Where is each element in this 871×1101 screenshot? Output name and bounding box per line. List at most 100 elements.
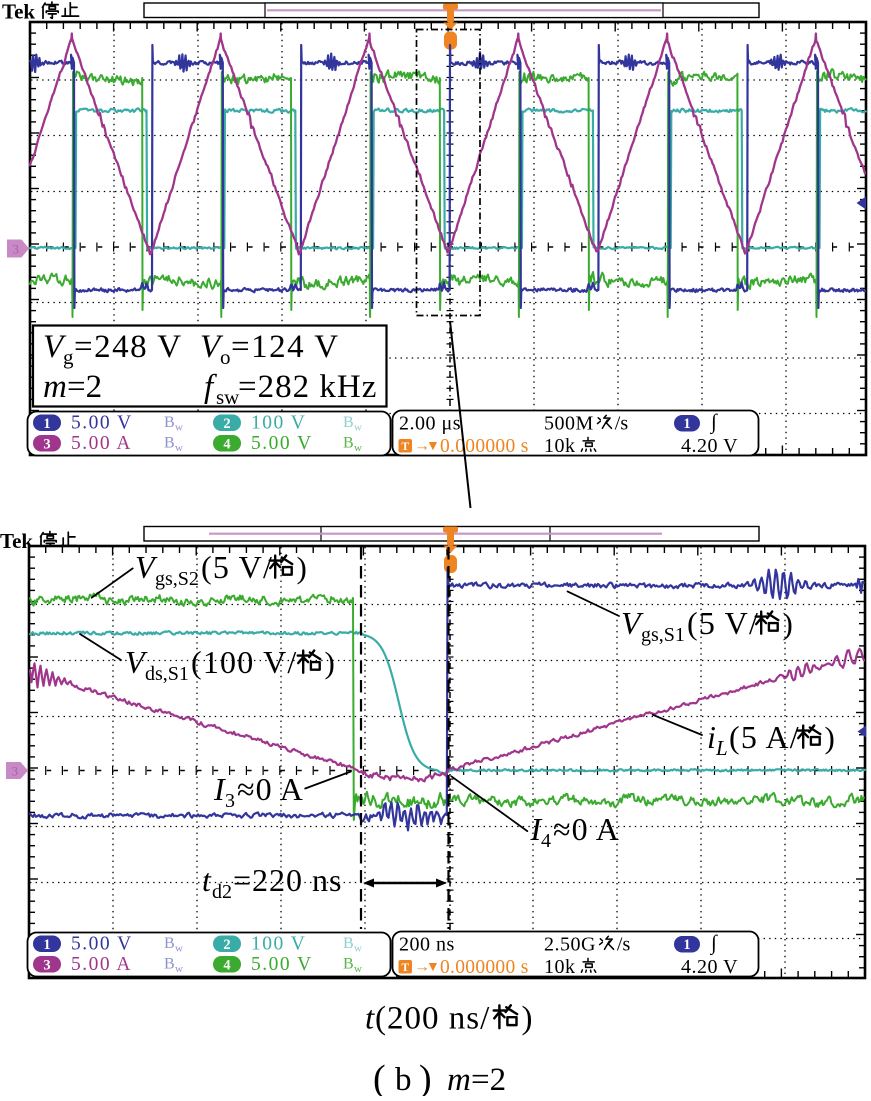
svg-text:(5 A/: (5 A/	[729, 719, 800, 755]
svg-text:=124 V: =124 V	[231, 329, 340, 365]
svg-text:0.000000 s: 0.000000 s	[440, 436, 529, 457]
svg-text:2.50G: 2.50G	[544, 934, 596, 956]
svg-text:T: T	[401, 962, 409, 974]
svg-text:4.20 V: 4.20 V	[681, 435, 738, 457]
svg-text:L: L	[715, 736, 728, 760]
svg-text:=220 ns: =220 ns	[233, 862, 343, 898]
svg-text:=2: =2	[67, 369, 102, 405]
svg-text:∫: ∫	[709, 931, 718, 956]
svg-text:2: 2	[223, 937, 230, 953]
svg-text:4: 4	[541, 830, 551, 852]
svg-text:m: m	[447, 1062, 471, 1096]
svg-text:B: B	[164, 435, 175, 452]
svg-text:I: I	[213, 771, 226, 807]
svg-text:≈0 A: ≈0 A	[237, 771, 304, 807]
svg-text:w: w	[354, 963, 362, 975]
svg-text:V: V	[43, 329, 67, 365]
svg-text:B: B	[343, 935, 354, 952]
svg-text:5.00 A: 5.00 A	[71, 433, 132, 454]
svg-text:w: w	[175, 963, 183, 975]
svg-text:w: w	[175, 943, 183, 955]
svg-text:3: 3	[12, 764, 19, 779]
svg-text:d2: d2	[212, 881, 232, 903]
svg-text:1: 1	[43, 937, 50, 953]
svg-text:3: 3	[225, 790, 235, 812]
svg-text:w: w	[175, 422, 183, 434]
svg-text:5.00 A: 5.00 A	[71, 954, 132, 975]
svg-text:(200 ns/: (200 ns/	[375, 1001, 490, 1037]
svg-text:/s: /s	[615, 413, 629, 435]
svg-text:t: t	[365, 1001, 375, 1037]
svg-text:): )	[325, 645, 335, 680]
svg-text:i: i	[707, 719, 716, 755]
svg-text:V: V	[125, 644, 148, 680]
svg-text:w: w	[175, 442, 183, 454]
svg-text:g: g	[63, 345, 74, 369]
svg-text:m: m	[43, 369, 67, 405]
svg-text:o: o	[220, 345, 231, 369]
svg-text:1: 1	[43, 416, 50, 432]
svg-text:T: T	[401, 441, 409, 453]
svg-text:(: (	[373, 1058, 386, 1096]
svg-text:): )	[522, 1001, 533, 1037]
svg-text:(5 V/: (5 V/	[687, 605, 759, 641]
svg-text:▼: ▼	[426, 960, 440, 975]
svg-text:100 V: 100 V	[251, 934, 306, 955]
svg-text:3: 3	[43, 958, 50, 974]
svg-text:b: b	[395, 1062, 412, 1096]
svg-text:V: V	[200, 329, 224, 365]
svg-text:1: 1	[683, 416, 690, 432]
svg-text:w: w	[354, 422, 362, 434]
svg-text:sw: sw	[216, 385, 240, 409]
svg-text:V: V	[621, 605, 644, 641]
svg-text:5.00 V: 5.00 V	[251, 433, 313, 454]
svg-text:∫: ∫	[709, 410, 718, 435]
svg-text:2.00 μs: 2.00 μs	[399, 413, 461, 435]
svg-text:5.00 V: 5.00 V	[71, 413, 133, 434]
svg-text:): )	[419, 1058, 432, 1096]
svg-text:200 ns: 200 ns	[399, 934, 455, 956]
svg-text:3: 3	[13, 242, 20, 257]
svg-text:ds,S1: ds,S1	[145, 663, 189, 685]
svg-text:=248 V: =248 V	[74, 329, 183, 365]
svg-text:▼: ▼	[426, 439, 440, 454]
svg-text:gs,S2: gs,S2	[155, 568, 199, 590]
svg-text:B: B	[164, 935, 175, 952]
svg-text:0.000000 s: 0.000000 s	[440, 957, 529, 978]
svg-text:(5 V/: (5 V/	[201, 549, 273, 585]
svg-text:gs,S1: gs,S1	[641, 624, 685, 646]
svg-text:B: B	[343, 435, 354, 452]
svg-text:I: I	[530, 811, 543, 847]
svg-text:3: 3	[43, 437, 50, 453]
svg-text:4: 4	[223, 958, 230, 974]
svg-text:100 V: 100 V	[251, 413, 306, 434]
svg-text:=2: =2	[471, 1062, 506, 1096]
svg-text:5.00 V: 5.00 V	[251, 954, 313, 975]
svg-text:500M: 500M	[544, 413, 594, 435]
svg-text:B: B	[343, 414, 354, 431]
svg-text:B: B	[164, 956, 175, 973]
svg-text:(100 V/: (100 V/	[191, 644, 297, 680]
svg-text:V: V	[135, 549, 158, 585]
svg-text:4.20 V: 4.20 V	[681, 956, 738, 978]
svg-text:Tek: Tek	[2, 0, 35, 24]
svg-text:t: t	[202, 862, 212, 898]
svg-text:): )	[825, 720, 835, 755]
svg-text:=282 kHz: =282 kHz	[238, 369, 377, 405]
svg-text:w: w	[354, 943, 362, 955]
svg-text:1: 1	[683, 937, 690, 953]
svg-text:→: →	[414, 959, 430, 976]
svg-text:B: B	[343, 956, 354, 973]
svg-text:): )	[297, 550, 307, 585]
svg-text:2: 2	[223, 416, 230, 432]
svg-text:): )	[783, 606, 793, 641]
svg-text:10k: 10k	[544, 435, 576, 457]
svg-text:w: w	[354, 442, 362, 454]
svg-text:4: 4	[223, 437, 230, 453]
svg-text:/s: /s	[617, 934, 631, 956]
svg-text:B: B	[164, 414, 175, 431]
svg-text:5.00 V: 5.00 V	[71, 934, 133, 955]
svg-text:10k: 10k	[544, 956, 576, 978]
svg-text:≈0 A: ≈0 A	[553, 811, 620, 847]
svg-text:→: →	[414, 438, 430, 455]
